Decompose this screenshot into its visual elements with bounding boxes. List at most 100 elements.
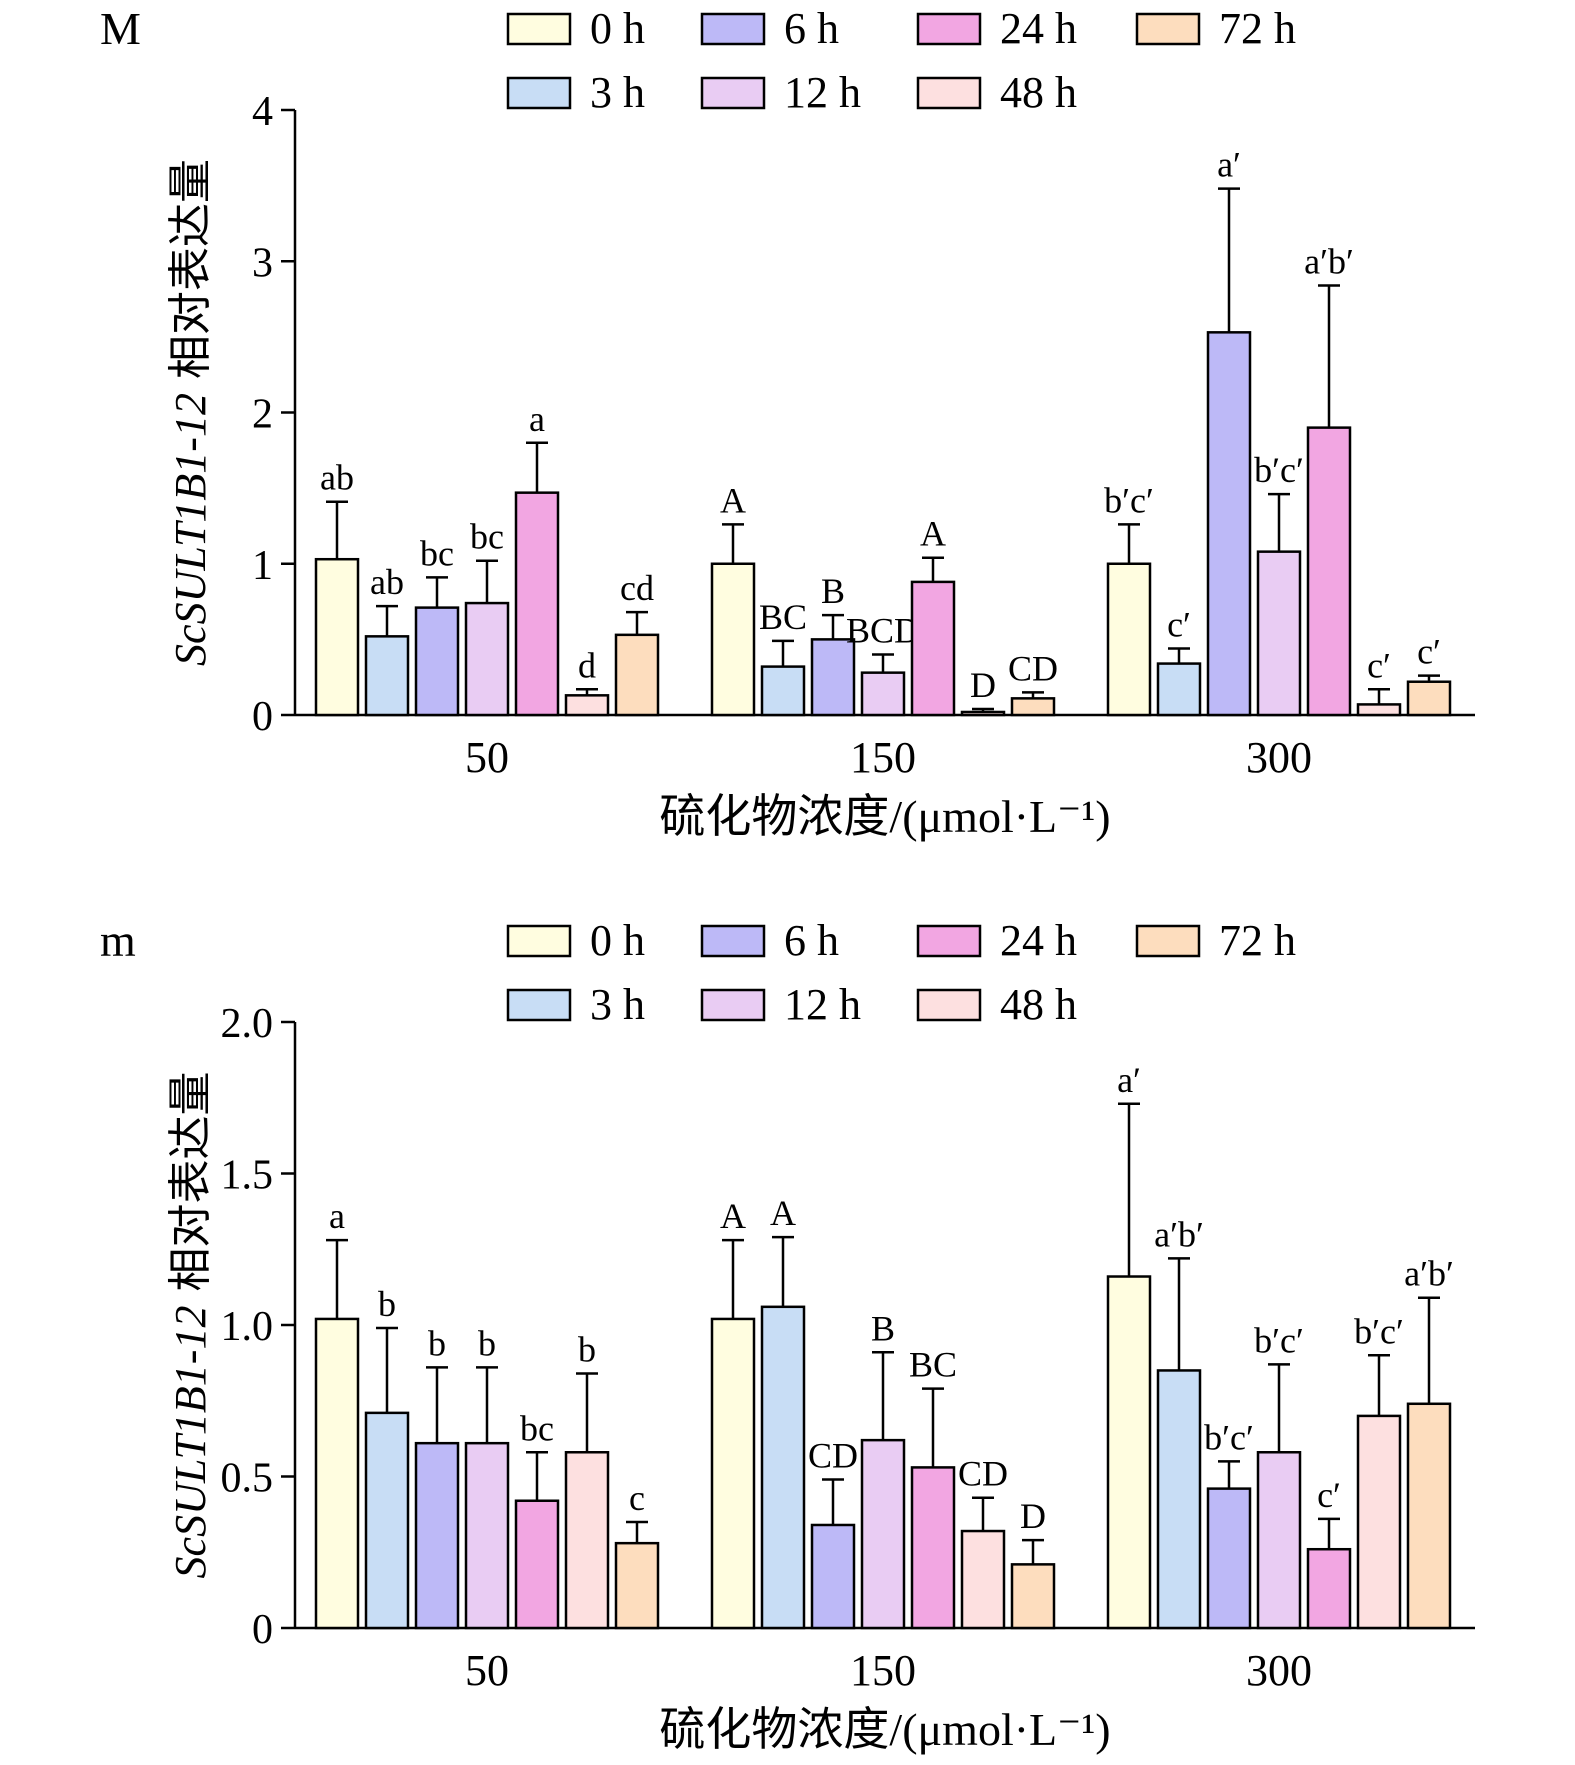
x-axis-label: 硫化物浓度/(μmol·L⁻¹) — [659, 791, 1110, 842]
y-tick-label: 4 — [252, 89, 273, 135]
legend-label-24h: 24 h — [1000, 916, 1077, 965]
bar — [1356, 703, 1402, 717]
significance-label: b′c′ — [1254, 450, 1304, 490]
bar — [1256, 550, 1302, 717]
significance-label: a′b′ — [1404, 1254, 1454, 1294]
legend-label-3h: 3 h — [590, 980, 645, 1029]
bar — [564, 694, 610, 717]
significance-label: D — [970, 665, 996, 705]
legend-swatch-3h — [506, 988, 572, 1022]
legend-swatch-12h — [700, 988, 766, 1022]
bar — [760, 665, 806, 717]
legend: 0 h 3 h 6 h 12 h 24 h 48 h 72 h — [506, 916, 1296, 1029]
legend-swatch-72h — [1135, 12, 1201, 46]
significance-label: CD — [1008, 648, 1058, 688]
x-tick-label: 150 — [850, 1646, 916, 1695]
significance-label: BC — [909, 1345, 957, 1385]
significance-label: bc — [520, 1408, 554, 1448]
bar — [314, 557, 360, 717]
significance-label: b — [578, 1329, 596, 1369]
y-tick-label: 0.5 — [221, 1456, 274, 1502]
legend-swatch-24h — [916, 924, 982, 958]
bar — [1406, 1402, 1452, 1630]
bar — [414, 1441, 460, 1630]
significance-label: B — [821, 571, 845, 611]
significance-label: ab — [320, 458, 354, 498]
significance-label: b — [428, 1323, 446, 1363]
bar — [614, 1541, 660, 1630]
panel-label: M — [100, 3, 141, 54]
significance-label: d — [578, 645, 596, 685]
bar — [1256, 1451, 1302, 1630]
x-axis-label: 硫化物浓度/(μmol·L⁻¹) — [659, 1704, 1110, 1755]
y-tick-label: 1 — [252, 543, 273, 589]
legend-swatch-48h — [916, 76, 982, 110]
significance-label: B — [871, 1308, 895, 1348]
y-axis-label-text: 相对表达量 — [165, 1072, 216, 1306]
legend-label-6h: 6 h — [784, 4, 839, 53]
significance-label: D — [1020, 1496, 1046, 1536]
bar — [1010, 1563, 1056, 1630]
significance-label: a′ — [1117, 1060, 1141, 1100]
legend-swatch-48h — [916, 988, 982, 1022]
bar — [364, 1411, 410, 1630]
legend-label-48h: 48 h — [1000, 68, 1077, 117]
bar — [710, 562, 756, 717]
significance-label: A — [770, 1193, 796, 1233]
y-tick-label: 3 — [252, 240, 273, 286]
y-axis-label: ScSULT1B1-12 相对表达量 — [165, 1072, 216, 1579]
significance-label: c′ — [1417, 632, 1441, 672]
significance-label: A — [920, 514, 946, 554]
legend-swatch-0h — [506, 12, 572, 46]
significance-label: ab — [370, 562, 404, 602]
bar — [1356, 1414, 1402, 1630]
legend-label-24h: 24 h — [1000, 4, 1077, 53]
significance-label: a′ — [1217, 145, 1241, 185]
bar — [710, 1317, 756, 1630]
significance-label: BC — [759, 597, 807, 637]
x-tick-label: 300 — [1246, 1646, 1312, 1695]
y-axis-label-text: 相对表达量 — [165, 159, 216, 393]
bar — [910, 1466, 956, 1630]
bar — [1156, 662, 1202, 717]
legend-swatch-0h — [506, 924, 572, 958]
significance-label: bc — [470, 517, 504, 557]
bar — [960, 710, 1006, 717]
bar — [1306, 426, 1352, 717]
bar — [960, 1529, 1006, 1630]
legend-swatch-6h — [700, 12, 766, 46]
y-tick-label: 0 — [252, 694, 273, 740]
bar — [1206, 331, 1252, 717]
bar — [514, 491, 560, 717]
y-axis-label-gene: ScSULT1B1-12 — [166, 1306, 215, 1579]
significance-label: b′c′ — [1104, 480, 1154, 520]
legend-label-72h: 72 h — [1219, 916, 1296, 965]
legend-swatch-24h — [916, 12, 982, 46]
legend-label-6h: 6 h — [784, 916, 839, 965]
bar — [1206, 1487, 1252, 1630]
y-tick-label: 2.0 — [221, 1001, 274, 1047]
bar — [810, 1523, 856, 1630]
significance-label: a′b′ — [1154, 1214, 1204, 1254]
bar — [314, 1317, 360, 1630]
bar — [860, 1438, 906, 1630]
bar — [614, 633, 660, 717]
bar — [564, 1451, 610, 1630]
legend-label-3h: 3 h — [590, 68, 645, 117]
y-tick-label: 0 — [252, 1607, 273, 1653]
legend-swatch-3h — [506, 76, 572, 110]
bar — [1156, 1369, 1202, 1630]
significance-label: c′ — [1367, 645, 1391, 685]
bar — [1306, 1547, 1352, 1630]
significance-label: bc — [420, 533, 454, 573]
bar — [364, 635, 410, 717]
bar — [414, 606, 460, 717]
significance-label: b′c′ — [1354, 1311, 1404, 1351]
legend-swatch-6h — [700, 924, 766, 958]
legend-label-0h: 0 h — [590, 4, 645, 53]
significance-label: a′b′ — [1304, 241, 1354, 281]
chart-panel-M: M 0 h 3 h 6 h 12 h 24 h 48 h 72 h 0 1 2 3 4 ScSULT1B1… — [100, 3, 1475, 842]
y-tick-label: 2 — [252, 392, 273, 438]
